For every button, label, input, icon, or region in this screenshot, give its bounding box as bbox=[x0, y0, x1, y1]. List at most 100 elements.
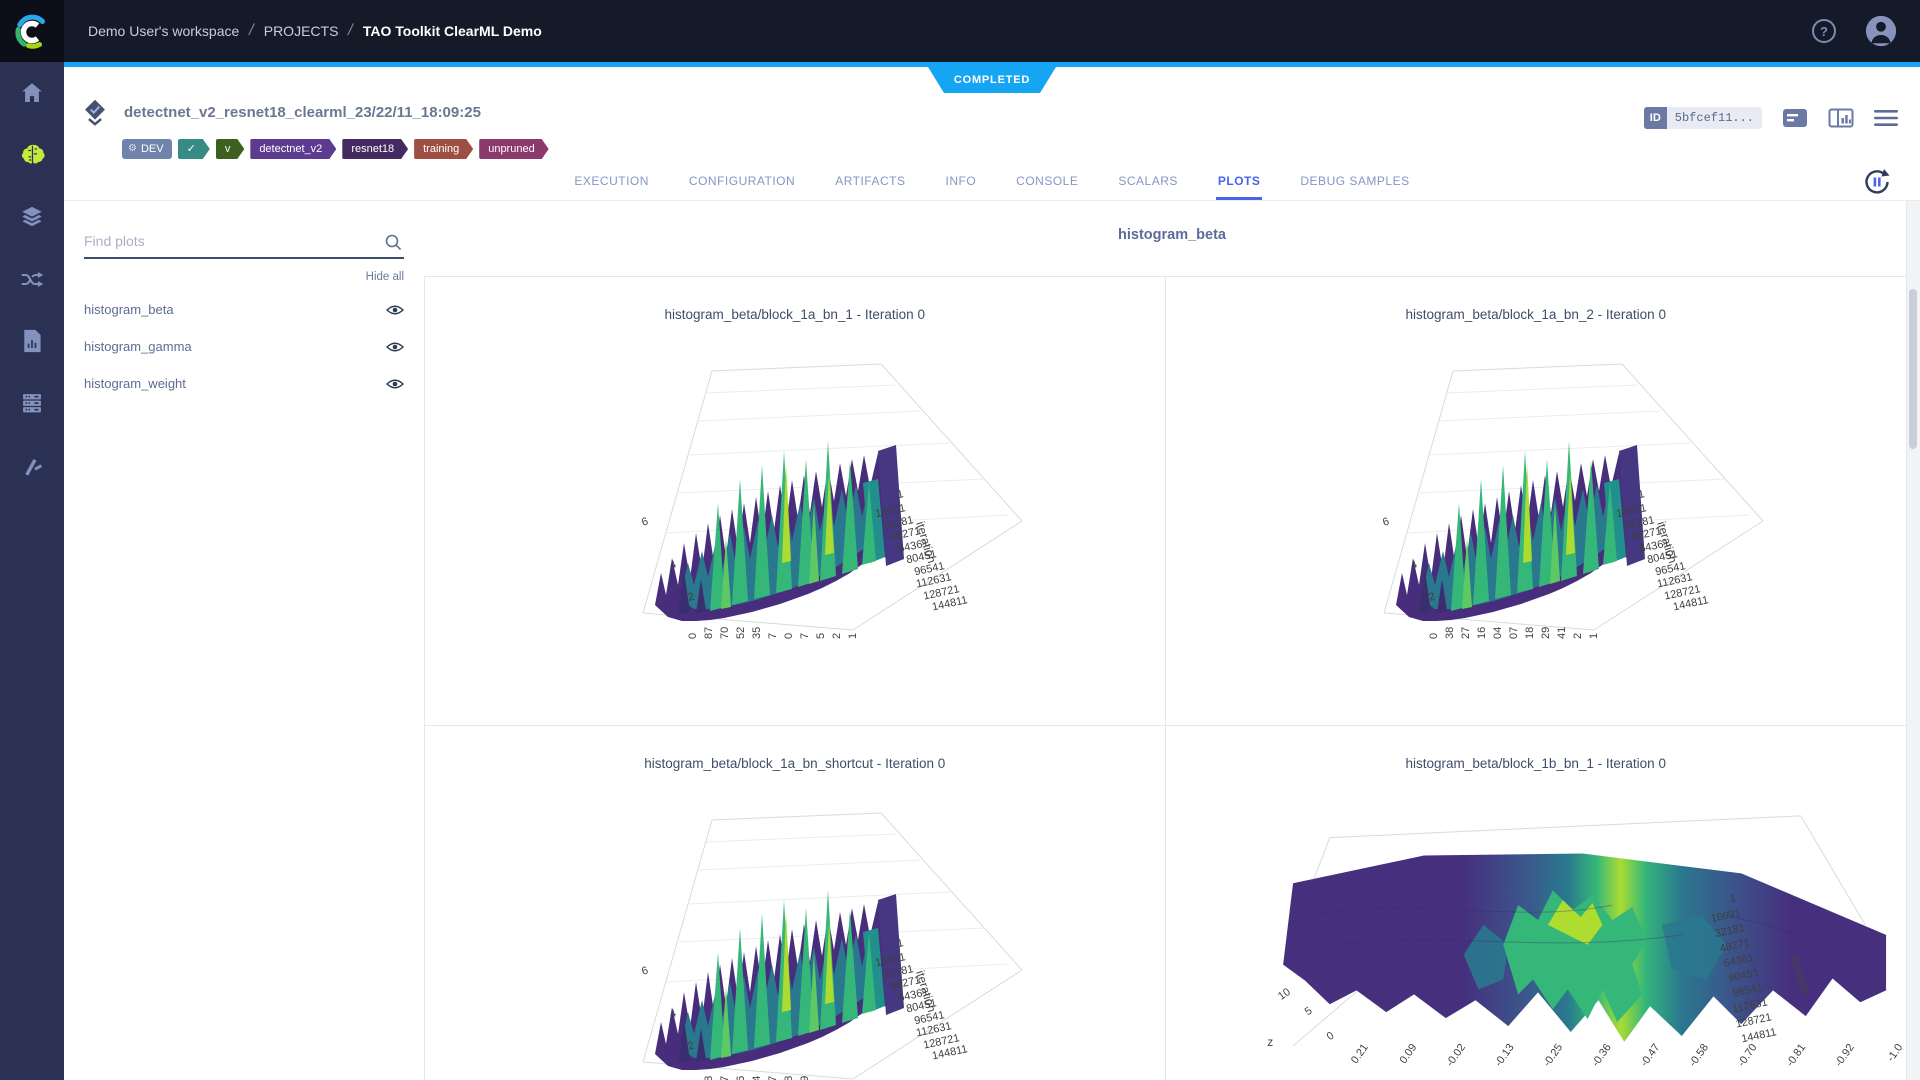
plot-list: histogram_beta histogram_gamma histogram… bbox=[84, 291, 404, 402]
eye-visible-icon[interactable] bbox=[386, 341, 404, 353]
split-columns-icon bbox=[1828, 108, 1854, 128]
svg-text:87: 87 bbox=[703, 627, 715, 639]
breadcrumb-current-project[interactable]: TAO Toolkit ClearML Demo bbox=[362, 23, 542, 39]
svg-text:38: 38 bbox=[703, 1076, 715, 1080]
sidebar-item-applications[interactable] bbox=[0, 434, 64, 496]
compare-panel-button[interactable] bbox=[1828, 107, 1854, 129]
plot-3d-surface[interactable]: 1 16091 32181 48271 64361 80451 96541 11… bbox=[1301, 333, 1771, 718]
status-badge: COMPLETED bbox=[928, 67, 1056, 93]
svg-text:6: 6 bbox=[640, 516, 650, 529]
refresh-pause-icon bbox=[1865, 169, 1890, 194]
svg-text:7: 7 bbox=[799, 633, 811, 639]
svg-text:-0.92: -0.92 bbox=[1832, 1042, 1856, 1069]
topbar-actions: ? bbox=[1810, 14, 1898, 48]
svg-text:0: 0 bbox=[1324, 1030, 1336, 1043]
menu-button[interactable] bbox=[1874, 109, 1898, 127]
svg-text:38: 38 bbox=[1444, 627, 1456, 639]
plots-grid-area: histogram_beta histogram_beta/block_1a_b… bbox=[424, 201, 1920, 1080]
svg-text:1: 1 bbox=[1588, 633, 1600, 639]
plot-3d-surface[interactable]: 1 16091 32181 48271 64361 80451 96541 11… bbox=[560, 782, 1030, 1080]
tab-scalars[interactable]: SCALARS bbox=[1118, 174, 1178, 188]
plot-3d-surface[interactable]: 1 16091 32181 48271 64361 80451 96541 11… bbox=[560, 333, 1030, 718]
tag-v: v bbox=[216, 139, 245, 159]
help-button[interactable]: ? bbox=[1810, 17, 1838, 45]
projects-brain-icon bbox=[21, 144, 45, 164]
svg-text:35: 35 bbox=[751, 627, 763, 639]
svg-text:2: 2 bbox=[1572, 633, 1584, 639]
svg-text:16: 16 bbox=[735, 1076, 747, 1080]
tab-info[interactable]: INFO bbox=[945, 174, 977, 188]
breadcrumb-projects[interactable]: PROJECTS bbox=[263, 23, 339, 39]
gear-icon: ⚙ bbox=[128, 143, 137, 154]
svg-text:?: ? bbox=[1820, 24, 1828, 39]
svg-text:27: 27 bbox=[719, 1076, 731, 1080]
plot-card-block-1a-bn-shortcut: histogram_beta/block_1a_bn_shortcut - It… bbox=[425, 725, 1166, 1080]
svg-text:-0.58: -0.58 bbox=[1686, 1042, 1710, 1069]
avatar-icon bbox=[1865, 15, 1897, 47]
svg-text:7: 7 bbox=[767, 633, 779, 639]
svg-text:04: 04 bbox=[751, 1076, 763, 1080]
tab-debug-samples[interactable]: DEBUG SAMPLES bbox=[1300, 174, 1410, 188]
plot-card-block-1a-bn-2: histogram_beta/block_1a_bn_2 - Iteration… bbox=[1165, 277, 1906, 725]
hamburger-icon bbox=[1874, 110, 1898, 126]
reports-icon bbox=[24, 329, 41, 353]
svg-text:70: 70 bbox=[719, 627, 731, 639]
experiment-id-chip[interactable]: ID 5bfcef11... bbox=[1643, 107, 1762, 129]
svg-text:19: 19 bbox=[799, 1076, 811, 1080]
svg-text:27: 27 bbox=[1460, 627, 1472, 639]
svg-text:6: 6 bbox=[1381, 516, 1391, 529]
breadcrumb-workspace[interactable]: Demo User's workspace bbox=[88, 23, 240, 39]
svg-text:07: 07 bbox=[1508, 627, 1520, 639]
search-input[interactable] bbox=[84, 227, 404, 259]
experiment-page: COMPLETED detectnet_v2_resnet18_clearml_… bbox=[64, 67, 1920, 1080]
tab-execution[interactable]: EXECUTION bbox=[574, 174, 649, 188]
plot-list-item-histogram-gamma[interactable]: histogram_gamma bbox=[84, 328, 404, 365]
sidebar-item-dashboard[interactable] bbox=[0, 62, 64, 124]
plot-search bbox=[84, 227, 404, 259]
tab-console[interactable]: CONSOLE bbox=[1016, 174, 1079, 188]
metric-group-title: histogram_beta bbox=[1118, 227, 1226, 243]
svg-text:6: 6 bbox=[640, 965, 650, 978]
tab-artifacts[interactable]: ARTIFACTS bbox=[835, 174, 906, 188]
svg-text:29: 29 bbox=[1540, 627, 1552, 639]
sidebar-item-pipelines[interactable] bbox=[0, 248, 64, 310]
experiment-tags: ⚙ DEV ✓ v detectnet_v2 resnet18 training … bbox=[122, 139, 549, 159]
plot-card-block-1a-bn-1: histogram_beta/block_1a_bn_1 - Iteration… bbox=[425, 277, 1166, 725]
svg-text:4: 4 bbox=[668, 559, 678, 572]
datasets-layers-icon bbox=[22, 206, 42, 227]
plots-filter-panel: Hide all histogram_beta histogram_gamma … bbox=[64, 201, 424, 1080]
svg-text:1: 1 bbox=[1637, 488, 1645, 501]
svg-text:1: 1 bbox=[1728, 892, 1736, 905]
hide-all-button[interactable]: Hide all bbox=[365, 271, 404, 283]
eye-visible-icon[interactable] bbox=[386, 378, 404, 390]
svg-text:1: 1 bbox=[847, 633, 859, 639]
tag-resnet18: resnet18 bbox=[342, 139, 408, 159]
svg-text:37: 37 bbox=[767, 1076, 779, 1080]
pipelines-icon bbox=[21, 271, 43, 287]
svg-text:2: 2 bbox=[1427, 591, 1437, 604]
scrollbar-thumb[interactable] bbox=[1909, 289, 1917, 449]
svg-text:52: 52 bbox=[735, 627, 747, 639]
sidebar-item-workers-queues[interactable] bbox=[0, 372, 64, 434]
tag-check: ✓ bbox=[178, 139, 210, 159]
user-avatar[interactable] bbox=[1864, 14, 1898, 48]
plot-list-item-histogram-weight[interactable]: histogram_weight bbox=[84, 365, 404, 402]
plot-3d-surface[interactable]: 1 16091 32181 48271 64361 80451 96541 11… bbox=[1166, 796, 1907, 1080]
svg-text:0: 0 bbox=[1428, 633, 1440, 639]
plot-title: histogram_beta/block_1a_bn_shortcut - It… bbox=[644, 756, 946, 771]
eye-visible-icon[interactable] bbox=[386, 304, 404, 316]
tab-configuration[interactable]: CONFIGURATION bbox=[688, 174, 796, 188]
sidebar-item-projects[interactable] bbox=[0, 124, 64, 186]
sidebar-item-reports[interactable] bbox=[0, 310, 64, 372]
svg-text:18: 18 bbox=[783, 1076, 795, 1080]
accent-line bbox=[64, 62, 1920, 67]
auto-refresh-button[interactable] bbox=[1860, 165, 1894, 199]
card-view-icon bbox=[1783, 109, 1807, 127]
scrollbar[interactable] bbox=[1906, 201, 1920, 1080]
details-view-button[interactable] bbox=[1782, 107, 1808, 129]
plot-list-item-histogram-beta[interactable]: histogram_beta bbox=[84, 291, 404, 328]
clearml-logo[interactable] bbox=[0, 0, 64, 62]
sidebar-item-datasets[interactable] bbox=[0, 186, 64, 248]
tab-plots[interactable]: PLOTS bbox=[1215, 174, 1263, 200]
